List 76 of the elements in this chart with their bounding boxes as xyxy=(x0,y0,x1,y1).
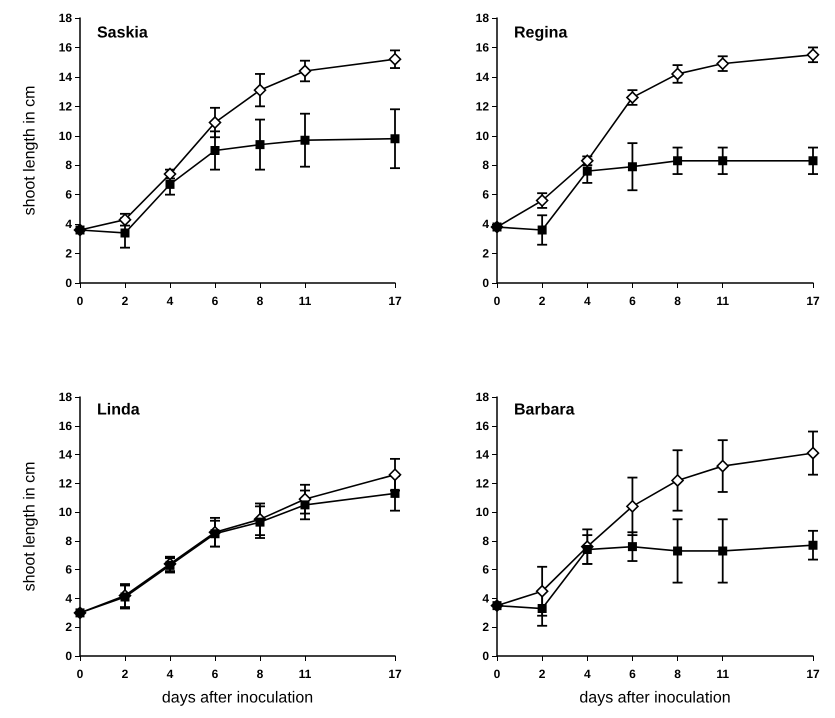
y-tick-label: 0 xyxy=(482,649,490,663)
x-tick-label: 4 xyxy=(166,667,174,681)
x-tick-label: 17 xyxy=(388,667,402,681)
x-tick-label: 0 xyxy=(494,294,501,308)
y-axis-title: shoot length in cm xyxy=(22,86,38,216)
y-tick-label: 18 xyxy=(476,390,490,404)
y-tick-label: 10 xyxy=(476,128,490,143)
y-tick-label: 8 xyxy=(65,158,72,172)
x-axis-title: days after inoculation xyxy=(579,690,731,706)
y-tick-label: 18 xyxy=(58,390,72,404)
y-tick-label: 12 xyxy=(476,476,490,490)
x-tick-label: 11 xyxy=(298,294,312,308)
x-tick-label: 2 xyxy=(538,667,546,681)
x-tick-label: 17 xyxy=(388,294,402,308)
y-tick-label: 10 xyxy=(58,128,72,143)
y-tick-label: 12 xyxy=(58,99,72,114)
chart-title: Regina xyxy=(514,24,568,42)
x-tick-label: 8 xyxy=(674,667,682,681)
y-tick-label: 2 xyxy=(482,620,490,634)
x-tick-label: 2 xyxy=(538,294,546,308)
x-tick-label: 11 xyxy=(716,667,730,681)
x-tick-label: 0 xyxy=(76,667,84,681)
y-tick-label: 6 xyxy=(482,188,490,202)
x-tick-label: 6 xyxy=(212,294,219,308)
x-tick-label: 17 xyxy=(806,667,820,681)
y-tick-label: 8 xyxy=(65,534,72,548)
chart-title: Linda xyxy=(97,402,140,418)
y-tick-label: 18 xyxy=(58,11,72,25)
y-tick-label: 4 xyxy=(65,217,72,232)
y-tick-label: 0 xyxy=(65,276,72,290)
x-tick-label: 2 xyxy=(122,667,129,681)
x-tick-label: 8 xyxy=(674,294,682,308)
x-axis-title: days after inoculation xyxy=(162,690,314,706)
y-tick-label: 14 xyxy=(476,70,490,84)
y-tick-label: 10 xyxy=(58,505,72,520)
x-tick-label: 11 xyxy=(298,667,312,681)
x-tick-label: 4 xyxy=(584,294,591,308)
y-tick-label: 6 xyxy=(482,562,490,577)
y-tick-label: 16 xyxy=(58,418,72,433)
x-tick-label: 0 xyxy=(76,294,84,308)
y-tick-label: 8 xyxy=(482,158,490,172)
x-tick-label: 8 xyxy=(256,667,264,681)
y-tick-label: 0 xyxy=(482,276,490,290)
y-tick-label: 18 xyxy=(476,11,490,25)
x-tick-label: 0 xyxy=(494,667,501,681)
y-tick-label: 16 xyxy=(58,40,72,54)
x-tick-label: 2 xyxy=(122,294,129,308)
x-tick-label: 6 xyxy=(629,667,636,681)
y-tick-label: 16 xyxy=(476,40,490,54)
x-tick-label: 4 xyxy=(584,667,591,681)
y-tick-label: 2 xyxy=(482,246,490,261)
y-tick-label: 4 xyxy=(482,591,490,606)
x-tick-label: 6 xyxy=(212,667,219,681)
x-tick-label: 11 xyxy=(716,294,730,308)
y-tick-label: 12 xyxy=(58,476,72,490)
y-tick-label: 14 xyxy=(476,448,490,462)
y-tick-label: 6 xyxy=(65,188,72,202)
y-tick-label: 16 xyxy=(476,418,490,433)
y-tick-label: 14 xyxy=(58,448,72,462)
y-tick-label: 2 xyxy=(65,620,72,634)
y-tick-label: 12 xyxy=(476,99,490,114)
y-tick-label: 8 xyxy=(482,534,490,548)
y-tick-label: 2 xyxy=(65,246,72,261)
x-tick-label: 17 xyxy=(806,294,820,308)
y-tick-label: 0 xyxy=(65,649,72,663)
y-tick-label: 6 xyxy=(65,562,72,577)
y-tick-label: 4 xyxy=(65,591,72,606)
chart-title: Saskia xyxy=(97,24,148,42)
y-tick-label: 10 xyxy=(476,505,490,520)
y-tick-label: 14 xyxy=(58,70,72,84)
y-axis-title: shoot length in cm xyxy=(22,462,38,592)
chart-title: Barbara xyxy=(514,402,575,418)
x-tick-label: 4 xyxy=(166,294,174,308)
x-tick-label: 6 xyxy=(629,294,636,308)
x-tick-label: 8 xyxy=(256,294,264,308)
y-tick-label: 4 xyxy=(482,217,490,232)
